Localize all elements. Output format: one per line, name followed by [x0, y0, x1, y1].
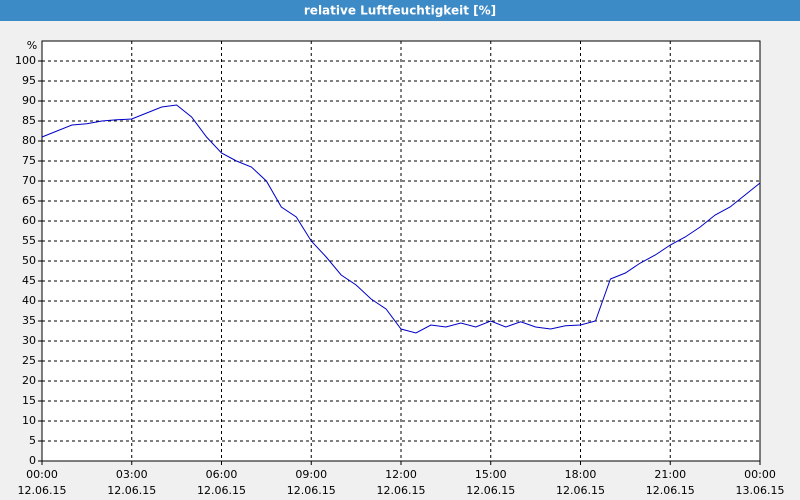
y-tick-label: 55: [22, 234, 36, 247]
y-tick-label: 0: [29, 454, 36, 467]
x-tick-date: 12.06.15: [377, 484, 426, 497]
title-bar: [0, 0, 800, 21]
y-tick-label: 95: [22, 74, 36, 87]
y-tick-label: 70: [22, 174, 36, 187]
x-tick-date: 12.06.15: [107, 484, 156, 497]
y-tick-label: 5: [29, 434, 36, 447]
x-tick-label: 03:00: [116, 468, 148, 481]
x-tick-date: 12.06.15: [556, 484, 605, 497]
y-tick-label: 25: [22, 354, 36, 367]
plot-border: [41, 40, 761, 462]
x-tick-label: 09:00: [295, 468, 327, 481]
x-tick-label: 12:00: [385, 468, 417, 481]
y-tick-label: 85: [22, 114, 36, 127]
y-axis-label: %: [27, 39, 37, 52]
y-tick-label: 10: [22, 414, 36, 427]
y-tick-label: 15: [22, 394, 36, 407]
y-tick-label: 40: [22, 294, 36, 307]
y-tick-label: 50: [22, 254, 36, 267]
x-tick-date: 12.06.15: [646, 484, 695, 497]
y-tick-label: 75: [22, 154, 36, 167]
y-tick-label: 30: [22, 334, 36, 347]
x-tick-date: 12.06.15: [466, 484, 515, 497]
x-tick-date: 13.06.15: [736, 484, 785, 497]
x-tick-date: 12.06.15: [287, 484, 336, 497]
y-tick-label: 45: [22, 274, 36, 287]
x-tick-label: 21:00: [654, 468, 686, 481]
y-tick-label: 100: [15, 54, 36, 67]
x-tick-date: 12.06.15: [197, 484, 246, 497]
data-line: [41, 104, 761, 334]
y-tick-label: 65: [22, 194, 36, 207]
x-tick-label: 00:00: [744, 468, 776, 481]
x-tick-label: 06:00: [206, 468, 238, 481]
y-tick-label: 90: [22, 94, 36, 107]
y-tick-label: 80: [22, 134, 36, 147]
chart-title: relative Luftfeuchtigkeit [%]: [304, 4, 496, 18]
y-tick-label: 60: [22, 214, 36, 227]
y-tick-label: 35: [22, 314, 36, 327]
x-tick-date: 12.06.15: [18, 484, 67, 497]
x-tick-label: 15:00: [475, 468, 507, 481]
y-tick-label: 20: [22, 374, 36, 387]
x-tick-label: 00:00: [26, 468, 58, 481]
x-tick-label: 18:00: [565, 468, 597, 481]
